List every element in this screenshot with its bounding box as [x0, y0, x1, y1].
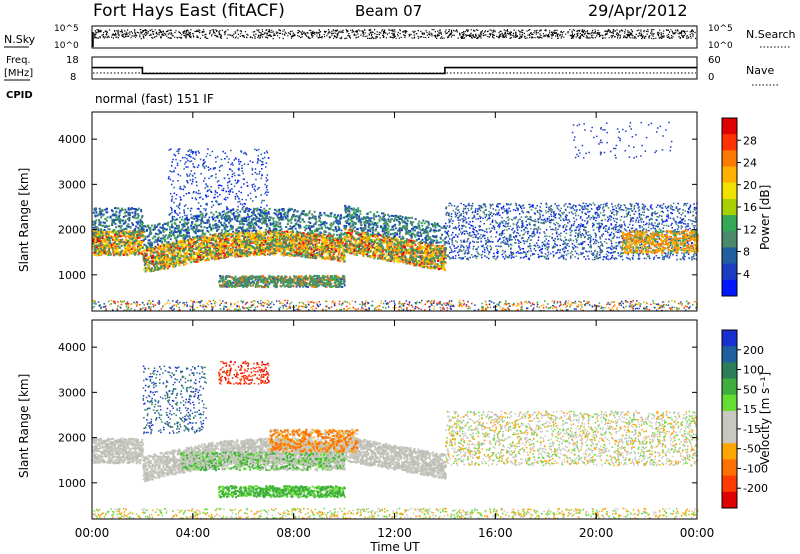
range-tick-label: 2000 — [58, 224, 86, 237]
time-tick-label: 20:00 — [579, 526, 614, 540]
colorbar-segment — [722, 247, 737, 265]
colorbar-segment — [722, 150, 737, 168]
colorbar-segment — [722, 346, 737, 363]
colorbar-segment — [722, 215, 737, 232]
velocity-colorbar: 200 100 50 15 -15 -50 -100 -200 — [721, 329, 768, 509]
colorbar-tick-label: 4 — [743, 268, 750, 281]
cpid-label: CPID — [6, 90, 33, 101]
colorbar-tick-label: 12 — [743, 223, 757, 236]
colorbar-tick-label: 16 — [743, 201, 757, 214]
range-tick-label: 3000 — [58, 386, 86, 399]
colorbar-segment — [722, 394, 737, 412]
beam-title: Beam 07 — [355, 2, 422, 20]
colorbar-tick-label: 100 — [743, 364, 764, 377]
colorbar-tick-label: -15 — [743, 423, 761, 436]
range-tick-label: 3000 — [58, 178, 86, 191]
range-tick-label: 2000 — [58, 432, 86, 445]
nave-ytick-bottom: 0 — [708, 72, 714, 83]
colorbar-segment — [722, 166, 737, 184]
time-tick-label: 08:00 — [276, 526, 311, 540]
nsky-panel — [91, 25, 698, 49]
colorbar-segment — [722, 118, 737, 135]
colorbar-tick-label: 28 — [743, 134, 757, 147]
power-colorbar: 28 24 20 16 12 8 4 — [721, 117, 757, 297]
nsky-label: N.Sky — [4, 33, 36, 46]
time-tick-label: 12:00 — [377, 526, 412, 540]
time-tick-label: 04:00 — [176, 526, 211, 540]
colorbar-segment — [722, 378, 737, 396]
nsearch-label: N.Search — [746, 28, 796, 41]
time-axis: 00:00 04:00 08:00 12:00 16:00 20:00 00:00 — [75, 514, 715, 540]
colorbar-segment — [722, 330, 737, 347]
power-panel — [91, 111, 698, 312]
colorbar-segment — [722, 427, 737, 444]
colorbar-tick-label: -100 — [743, 462, 768, 475]
freq-ytick-bottom: 8 — [70, 72, 76, 83]
date-title: 29/Apr/2012 — [588, 1, 688, 20]
time-tick-label: 00:00 — [75, 526, 110, 540]
range-tick-label: 1000 — [58, 269, 86, 282]
colorbar-segment — [722, 459, 737, 477]
colorbar-tick-label: 50 — [743, 383, 757, 396]
colorbar-segment — [722, 491, 737, 509]
colorbar-tick-label: 200 — [743, 344, 764, 357]
time-tick-label: 00:00 — [680, 526, 715, 540]
nsearch-ytick-bottom: 10^0 — [708, 41, 733, 51]
colorbar-segment — [722, 263, 737, 281]
time-tick-label: 16:00 — [478, 526, 513, 540]
colorbar-segment — [722, 279, 737, 297]
range-tick-label: 4000 — [58, 133, 86, 146]
nsky-ytick-top: 10^5 — [54, 24, 79, 34]
colorbar-tick-label: 24 — [743, 157, 757, 170]
colorbar-segment — [722, 410, 737, 428]
colorbar-segment — [722, 362, 737, 380]
velocity-heatmap — [92, 360, 699, 520]
station-title: Fort Hays East (fitACF) — [93, 1, 285, 21]
range-tick-label: 1000 — [58, 477, 86, 490]
freq-label: Freq. — [6, 55, 31, 66]
colorbar-tick-label: 8 — [743, 246, 750, 259]
colorbar-segment — [722, 475, 737, 493]
colorbar-segment — [722, 231, 737, 248]
freq-ytick-top: 18 — [66, 55, 79, 66]
colorbar-segment — [722, 182, 737, 200]
freq-unit-label: [MHz] — [4, 68, 33, 79]
nave-label: Nave — [746, 64, 774, 77]
range-tick-label: 4000 — [58, 341, 86, 354]
power-heatmap — [92, 121, 699, 312]
nsky-series — [92, 29, 697, 47]
cpid-text: normal (fast) 151 IF — [95, 92, 214, 106]
colorbar-tick-label: 20 — [743, 179, 757, 192]
nsky-ytick-bottom: 10^0 — [54, 41, 79, 51]
velocity-axis: 4000 3000 2000 1000 — [58, 320, 698, 519]
time-xlabel: Time UT — [369, 540, 420, 554]
velocity-colorbar-label: Velocity [m s⁻¹] — [758, 372, 772, 465]
velocity-ylabel: Slant Range [km] — [17, 374, 31, 478]
nsearch-ytick-top: 10^5 — [708, 24, 733, 34]
colorbar-tick-label: -200 — [743, 482, 768, 495]
power-axis: 4000 3000 2000 1000 — [58, 112, 698, 311]
colorbar-segment — [722, 134, 737, 151]
colorbar-tick-label: 15 — [743, 403, 757, 416]
colorbar-segment — [722, 443, 737, 460]
colorbar-segment — [722, 198, 737, 216]
nave-ytick-top: 60 — [708, 55, 721, 66]
power-ylabel: Slant Range [km] — [17, 168, 31, 272]
power-colorbar-label: Power [dB] — [758, 185, 772, 250]
colorbar-tick-label: -50 — [743, 443, 761, 456]
